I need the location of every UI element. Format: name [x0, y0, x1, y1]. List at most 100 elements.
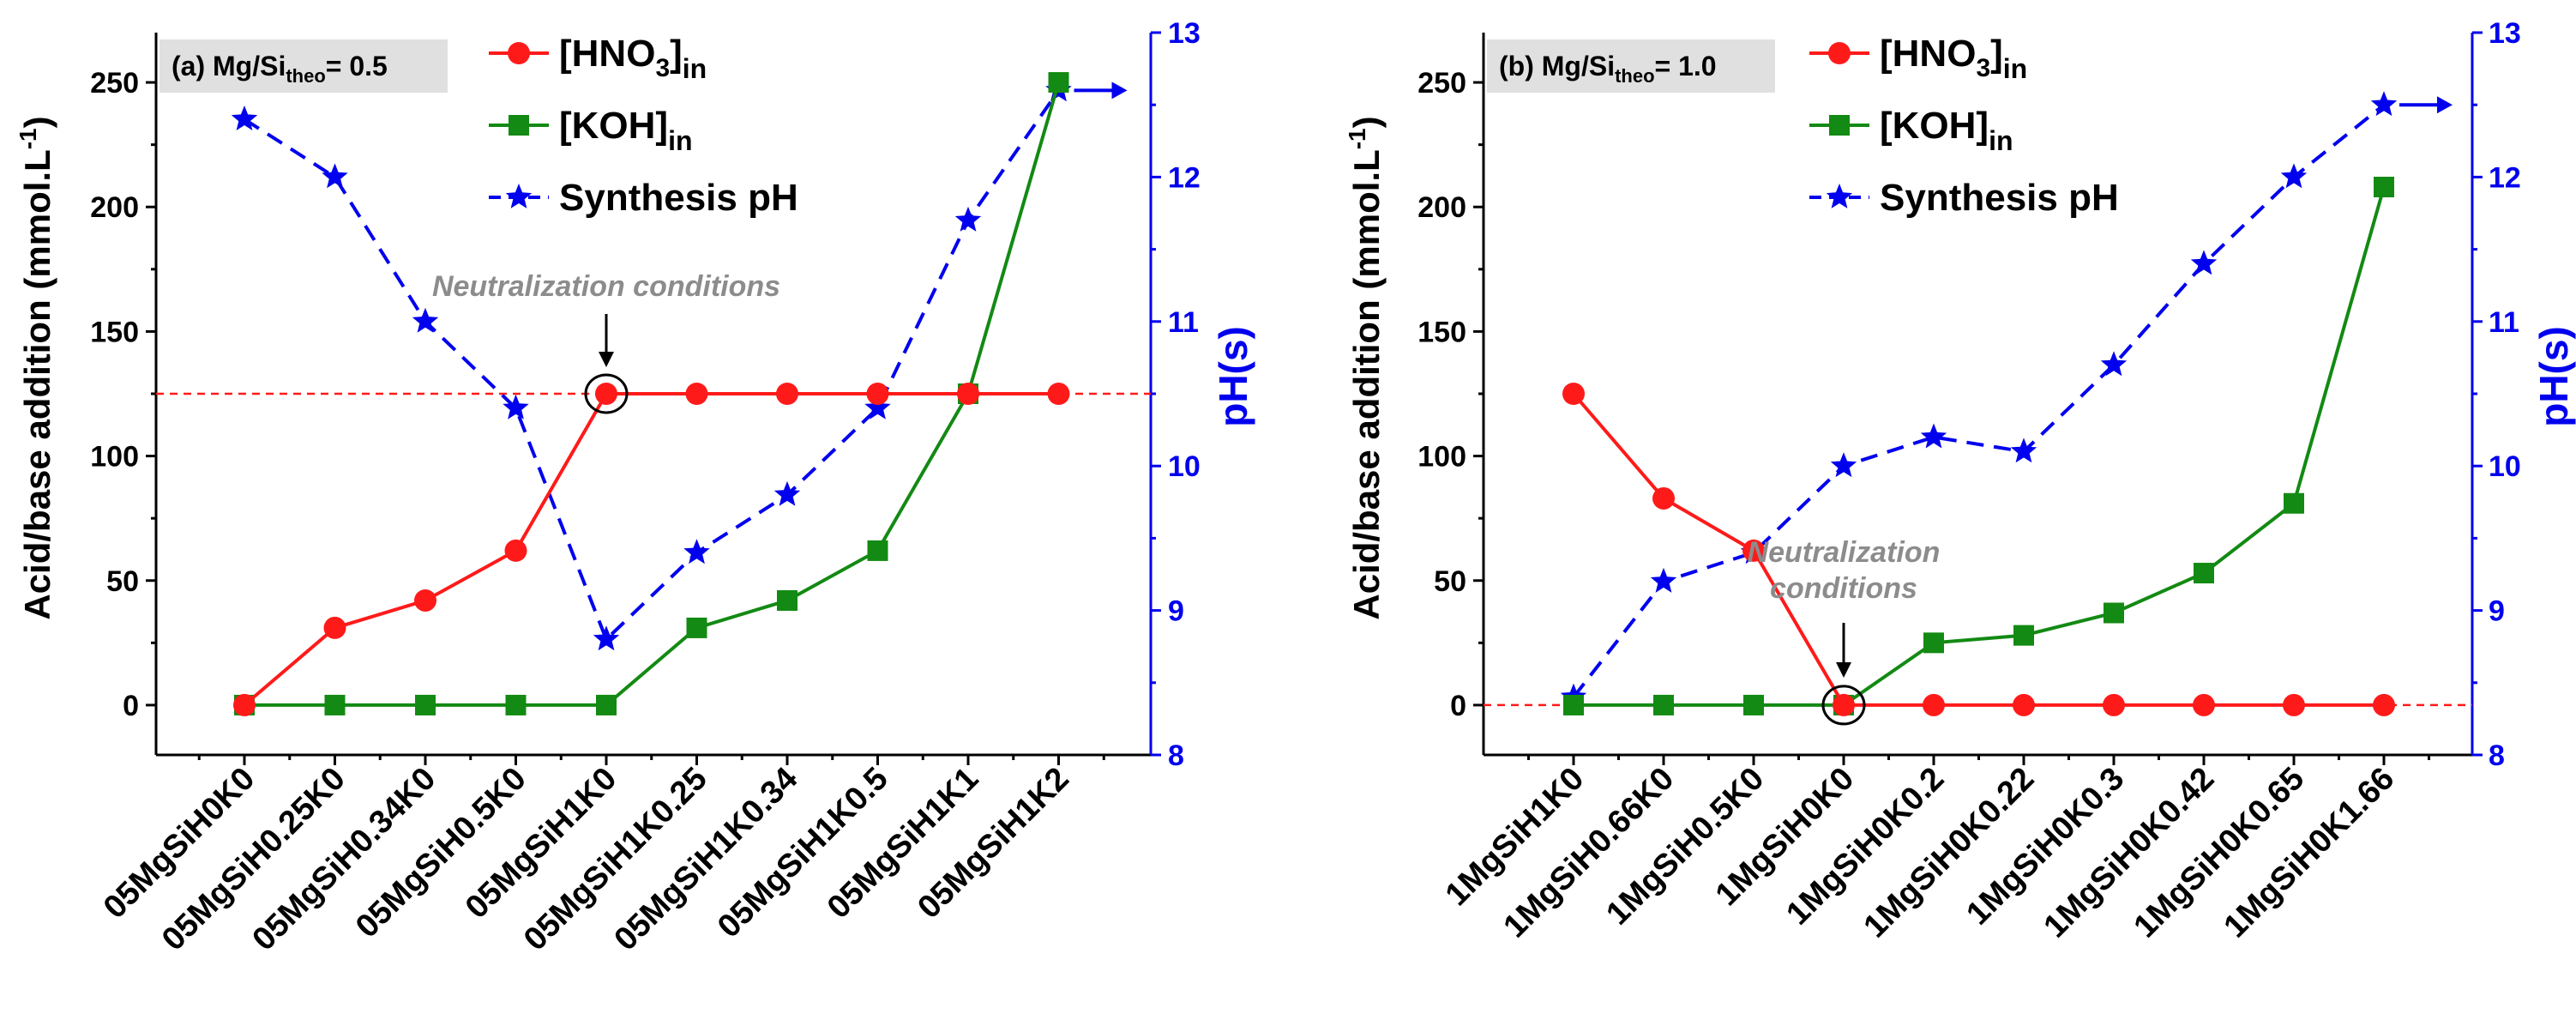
y2-axis-title: pH(s): [2531, 326, 2576, 427]
legend-marker-star: [505, 184, 533, 208]
panel-a-chart: 050100150200250891011121305MgSiH0K005MgS…: [15, 17, 1255, 957]
ph-point: [2190, 250, 2218, 275]
hno3-point: [414, 588, 436, 612]
panel-title-prefix: (a) Mg/Si: [172, 51, 286, 81]
y2-tick-label: 10: [1168, 450, 1201, 483]
koh-point: [505, 694, 527, 715]
hno3-point: [595, 383, 617, 405]
legend-label-main: [KOH]: [559, 105, 668, 147]
koh-point: [686, 617, 707, 638]
y-tick-label: 200: [90, 191, 139, 224]
y-axis-title-text: Acid/base addition (mmol.L: [17, 149, 57, 619]
ph-point: [2370, 91, 2398, 117]
legend-marker-square: [509, 115, 529, 136]
annotation-text: Neutralization conditions: [432, 270, 780, 303]
series-line-1: [244, 81, 1061, 707]
x-tick-label: 1MgSiH0K0.2: [1779, 761, 1951, 933]
y-tick-label: 200: [1417, 191, 1466, 224]
legend-label: [KOH]in: [1880, 105, 2013, 156]
hno3-point: [2103, 693, 2125, 716]
ph-point: [231, 106, 258, 130]
koh-point: [1743, 694, 1764, 715]
ph-point: [773, 480, 801, 506]
y-tick-label: 250: [1417, 67, 1466, 100]
legend-label-main: Synthesis pH: [559, 177, 798, 219]
legend-label: Synthesis pH: [559, 177, 798, 219]
y2-tick-label: 12: [1168, 161, 1201, 194]
y-axis-title-sup: -1: [15, 128, 41, 149]
y-tick-label: 0: [1450, 690, 1466, 722]
annotation-arrow-head: [1836, 662, 1851, 678]
y-axis-title-text: Acid/base addition (mmol.L: [1346, 149, 1387, 619]
legend-label-close: ]: [1990, 33, 2003, 75]
legend-label: [KOH]in: [559, 105, 693, 156]
legend-label-sub: in: [2003, 53, 2027, 84]
y-axis-title-end: ): [17, 116, 57, 128]
y-axis-title-sup: -1: [1344, 128, 1370, 149]
hno3-point: [1047, 383, 1070, 405]
hno3-point: [2193, 693, 2215, 716]
panel-b-chart: 05010015020025089101112131MgSiH1K01MgSiH…: [1344, 17, 2576, 945]
koh-point: [2194, 563, 2214, 584]
y2-tick-label: 13: [1168, 17, 1201, 50]
hno3-point: [957, 383, 979, 405]
hno3-point: [1923, 693, 1945, 716]
koh-point: [777, 589, 797, 611]
ph-point: [954, 206, 982, 232]
y-axis-title: Acid/base addition (mmol.L-1): [15, 116, 57, 619]
legend-marker-circle: [508, 42, 530, 64]
legend-label: Synthesis pH: [1880, 177, 2119, 219]
annotation-text: Neutralization: [1748, 536, 1941, 569]
y2-tick-label: 11: [2489, 306, 2519, 339]
legend-label: [HNO3]in: [559, 33, 707, 84]
legend-label-sub: in: [1989, 125, 2013, 156]
hno3-point: [1833, 693, 1855, 716]
hno3-point: [233, 693, 256, 716]
koh-point: [2104, 602, 2124, 624]
legend-marker-square: [1829, 115, 1850, 136]
x-tick-label: 1MgSiH0K1.66: [2217, 761, 2401, 945]
x-tick-label: 1MgSiH0K0.3: [1959, 761, 2131, 933]
hno3-point: [504, 539, 527, 562]
y-tick-label: 250: [90, 67, 139, 100]
koh-point: [1563, 694, 1584, 715]
series-line-2: [243, 89, 1061, 643]
legend-label-main: Synthesis pH: [1880, 177, 2119, 219]
legend-label-sub: in: [668, 125, 692, 156]
hno3-point: [866, 383, 889, 405]
ph-point: [2010, 438, 2037, 463]
annotation-arrow-head: [599, 352, 614, 367]
y-tick-label: 150: [90, 316, 139, 348]
hno3-point: [1652, 486, 1675, 510]
legend-marker-star: [1826, 184, 1853, 208]
y-tick-label: 100: [1417, 441, 1466, 474]
panel-title-sub: theo: [1615, 65, 1654, 87]
ph-point: [683, 539, 710, 564]
y-axis-title-end: ): [1346, 116, 1387, 128]
legend-label: [HNO3]in: [1880, 33, 2027, 84]
series-line-1: [1574, 186, 2386, 707]
y-tick-label: 150: [1417, 316, 1466, 348]
ph-point: [322, 163, 348, 189]
hno3-point: [2373, 693, 2395, 716]
legend-label-main: [KOH]: [1880, 105, 1989, 147]
ph-point: [864, 394, 891, 419]
koh-point: [1923, 632, 1944, 654]
y-tick-label: 100: [90, 441, 139, 474]
koh-point: [2284, 492, 2304, 514]
ph-point: [503, 394, 529, 419]
ph-point: [2280, 163, 2308, 189]
y-tick-label: 0: [123, 690, 139, 722]
koh-point: [1048, 72, 1069, 94]
koh-point: [596, 694, 617, 715]
ph-point: [1650, 567, 1677, 593]
ph-point: [1920, 423, 1947, 449]
koh-point: [1653, 694, 1674, 715]
koh-point: [324, 694, 346, 715]
hno3-point: [323, 616, 346, 639]
ph-point: [593, 625, 620, 651]
legend-label-sub: in: [683, 53, 707, 84]
annotation-text: conditions: [1770, 572, 1917, 605]
neutralization-circle: [584, 373, 629, 414]
